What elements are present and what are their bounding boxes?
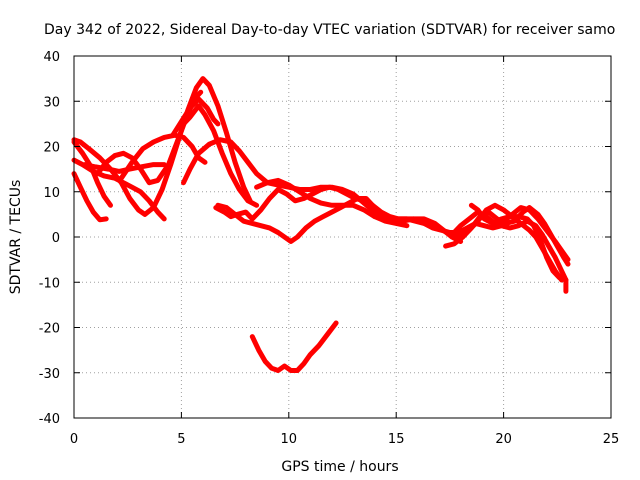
y-tick-label: -10 bbox=[39, 276, 60, 291]
x-tick-label: 20 bbox=[495, 432, 512, 447]
y-axis-label: SDTVAR / TECUs bbox=[8, 180, 24, 295]
series-arc-4 bbox=[71, 139, 113, 208]
x-tick-label: 0 bbox=[70, 432, 78, 447]
series-group bbox=[71, 76, 571, 373]
y-tick-label: 0 bbox=[52, 231, 60, 246]
axis-ticks bbox=[73, 55, 612, 419]
series-arc-7 bbox=[118, 132, 208, 181]
y-tick-label: -40 bbox=[39, 412, 60, 427]
y-tick-label: 10 bbox=[43, 186, 60, 201]
y-tick-label: 40 bbox=[43, 50, 60, 65]
x-tick-label: 10 bbox=[281, 432, 298, 447]
tick-labels: 0 5 10 15 20 25 -40 -30 -20 -10 0 10 20 30 40 bbox=[39, 50, 620, 447]
series-arc-8 bbox=[170, 96, 221, 138]
chart-title: Day 342 of 2022, Sidereal Day-to-day VTE… bbox=[44, 22, 615, 38]
series-arc-17 bbox=[468, 202, 569, 294]
grid bbox=[74, 56, 611, 418]
series-arc-13 bbox=[213, 184, 569, 283]
y-tick-label: -30 bbox=[39, 367, 60, 382]
series-arc-3 bbox=[71, 171, 109, 223]
x-tick-label: 15 bbox=[388, 432, 405, 447]
y-tick-label: 20 bbox=[43, 141, 60, 156]
x-tick-label: 5 bbox=[177, 432, 185, 447]
series-arc-18 bbox=[249, 320, 339, 373]
x-axis-label: GPS time / hours bbox=[281, 459, 398, 475]
x-tick-label: 25 bbox=[603, 432, 620, 447]
y-tick-label: 30 bbox=[43, 95, 60, 110]
y-tick-label: -20 bbox=[39, 322, 60, 337]
